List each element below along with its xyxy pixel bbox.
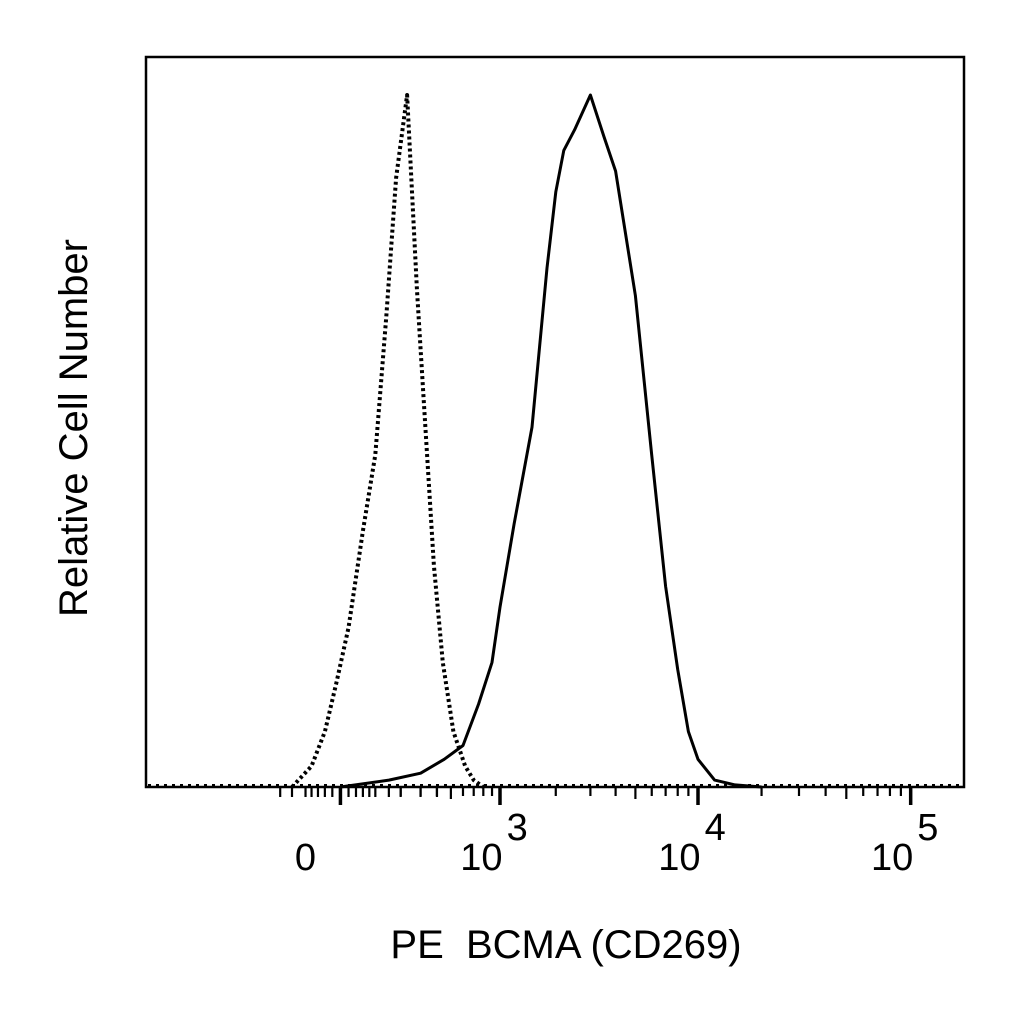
- y-axis-title: Relative Cell Number: [52, 239, 96, 617]
- x-tick-label: 105: [871, 807, 938, 879]
- x-axis-ticks: [279, 787, 913, 805]
- x-tick-label: 0: [295, 837, 316, 879]
- x-axis-title: PE BCMA (CD269): [390, 923, 741, 967]
- stained-histogram-line: [340, 93, 762, 789]
- control-histogram-line: [290, 93, 485, 789]
- x-tick-label: 103: [460, 807, 527, 879]
- plot-frame: [144, 55, 966, 789]
- series-layer: [148, 93, 962, 789]
- x-axis-tick-labels: 0 103 104 105: [295, 807, 939, 879]
- x-tick-label: 104: [658, 807, 725, 879]
